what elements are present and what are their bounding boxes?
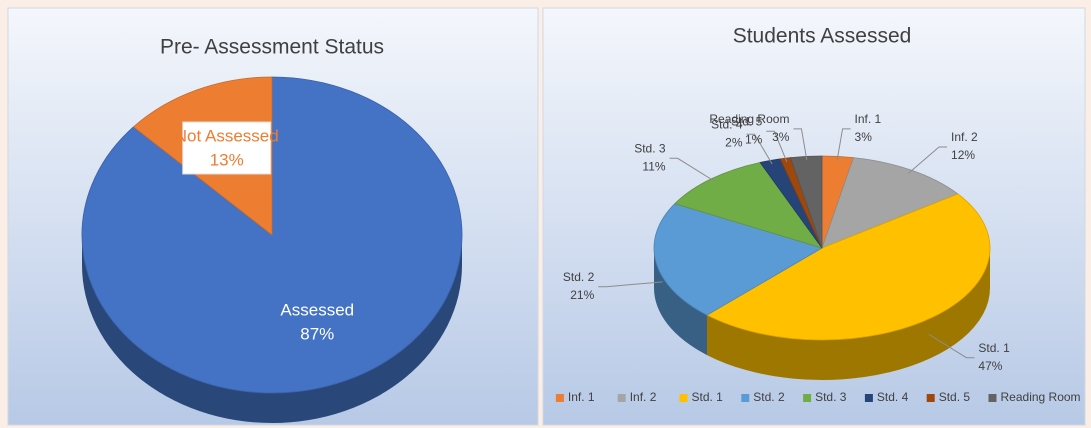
slice-label: Assessed <box>280 300 354 319</box>
slice-value: 47% <box>978 359 1002 373</box>
slice-value: 12% <box>951 148 975 162</box>
slice-label: Std. 5 <box>731 114 763 128</box>
leader-line <box>746 133 773 165</box>
slice-label: Std. 4 <box>711 117 743 131</box>
legend-label: Std. 2 <box>753 390 785 404</box>
legend-swatch <box>617 394 626 402</box>
chart-title: Pre- Assessment Status <box>160 36 384 59</box>
slice-value: 13% <box>210 150 244 169</box>
legend-swatch <box>555 394 564 402</box>
legend-label: Std. 5 <box>939 390 971 404</box>
slice-label: Std. 1 <box>978 341 1010 355</box>
slice-value: 1% <box>745 132 763 146</box>
leader-line <box>928 333 975 359</box>
legend-swatch <box>741 394 750 402</box>
slice-label: Inf. 1 <box>855 112 882 126</box>
leader-line <box>836 128 851 161</box>
legend-swatch <box>926 394 935 402</box>
leader-line <box>598 281 663 288</box>
legend-label: Std. 1 <box>692 390 724 404</box>
leader-line <box>908 146 948 174</box>
slice-label: Std. 3 <box>634 141 666 155</box>
slice-side <box>654 248 707 356</box>
slice-value: 3% <box>855 130 873 144</box>
legend-swatch <box>803 394 812 402</box>
chart-title: Students Assessed <box>733 25 912 48</box>
slice-side <box>706 248 990 380</box>
slice-label: Std. 2 <box>563 270 595 284</box>
slice-value: 11% <box>642 159 665 173</box>
slice-value: 3% <box>772 130 790 144</box>
legend-swatch <box>864 394 873 402</box>
legend-swatch <box>988 394 997 402</box>
leader-line <box>793 128 808 161</box>
label-box <box>182 121 272 175</box>
slice-value: 2% <box>725 135 743 149</box>
slice-label: Inf. 2 <box>951 130 978 144</box>
slice <box>653 203 823 316</box>
slice-side <box>82 235 462 423</box>
slice-value: 87% <box>300 324 334 343</box>
legend-label: Std. 3 <box>815 390 847 404</box>
slice-value: 21% <box>570 288 594 302</box>
legend-label: Inf. 2 <box>630 390 657 404</box>
legend-swatch <box>679 394 688 402</box>
slice-label: Reading Room <box>709 112 789 126</box>
legend-label: Std. 4 <box>877 390 909 404</box>
leader-line <box>766 130 788 162</box>
legend-label: Inf. 1 <box>568 390 595 404</box>
legend-label: Reading Room <box>1001 390 1081 404</box>
slice-label: Not Assessed <box>175 126 279 145</box>
slice <box>706 193 991 341</box>
leader-line <box>669 157 716 183</box>
